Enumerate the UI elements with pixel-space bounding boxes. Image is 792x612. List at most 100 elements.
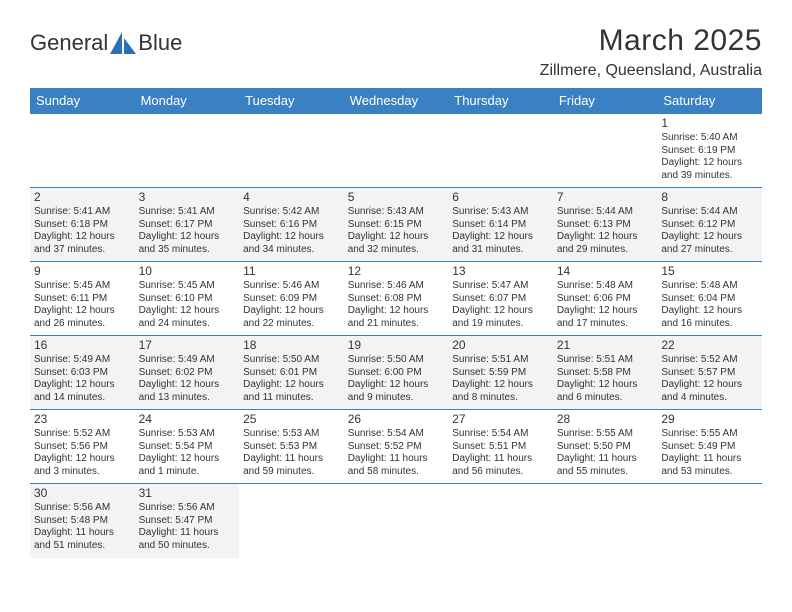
sunset-line: Sunset: 6:10 PM [139, 293, 236, 306]
calendar-day-cell: 30Sunrise: 5:56 AMSunset: 5:48 PMDayligh… [30, 484, 135, 558]
sunset-line: Sunset: 6:15 PM [348, 219, 445, 232]
sunset-line: Sunset: 5:51 PM [452, 441, 549, 454]
daylight-line: Daylight: 12 hours and 35 minutes. [139, 231, 236, 256]
calendar-day-cell: 12Sunrise: 5:46 AMSunset: 6:08 PMDayligh… [344, 262, 449, 336]
calendar-day-cell: 16Sunrise: 5:49 AMSunset: 6:03 PMDayligh… [30, 336, 135, 410]
weekday-header: Saturday [657, 88, 762, 114]
sunset-line: Sunset: 5:59 PM [452, 367, 549, 380]
brand-sail-icon [110, 32, 136, 54]
daylight-line: Daylight: 12 hours and 11 minutes. [243, 379, 340, 404]
sunrise-line: Sunrise: 5:56 AM [34, 502, 131, 515]
sunset-line: Sunset: 6:19 PM [661, 145, 758, 158]
calendar-day-cell: 28Sunrise: 5:55 AMSunset: 5:50 PMDayligh… [553, 410, 658, 484]
day-number: 3 [139, 190, 236, 205]
daylight-line: Daylight: 12 hours and 3 minutes. [34, 453, 131, 478]
daylight-line: Daylight: 12 hours and 16 minutes. [661, 305, 758, 330]
sunset-line: Sunset: 5:53 PM [243, 441, 340, 454]
sunrise-line: Sunrise: 5:49 AM [34, 354, 131, 367]
calendar-day-cell: 6Sunrise: 5:43 AMSunset: 6:14 PMDaylight… [448, 188, 553, 262]
sunset-line: Sunset: 6:04 PM [661, 293, 758, 306]
daylight-line: Daylight: 12 hours and 4 minutes. [661, 379, 758, 404]
calendar-week-row: 23Sunrise: 5:52 AMSunset: 5:56 PMDayligh… [30, 410, 762, 484]
day-number: 1 [661, 116, 758, 131]
daylight-line: Daylight: 11 hours and 56 minutes. [452, 453, 549, 478]
day-number: 11 [243, 264, 340, 279]
calendar-day-cell: 27Sunrise: 5:54 AMSunset: 5:51 PMDayligh… [448, 410, 553, 484]
calendar-empty-cell [344, 114, 449, 188]
daylight-line: Daylight: 12 hours and 39 minutes. [661, 157, 758, 182]
sunrise-line: Sunrise: 5:45 AM [34, 280, 131, 293]
daylight-line: Daylight: 12 hours and 29 minutes. [557, 231, 654, 256]
calendar-day-cell: 26Sunrise: 5:54 AMSunset: 5:52 PMDayligh… [344, 410, 449, 484]
sunrise-line: Sunrise: 5:51 AM [452, 354, 549, 367]
daylight-line: Daylight: 12 hours and 14 minutes. [34, 379, 131, 404]
sunset-line: Sunset: 6:12 PM [661, 219, 758, 232]
sunrise-line: Sunrise: 5:40 AM [661, 132, 758, 145]
brand-logo: General Blue [30, 24, 182, 56]
daylight-line: Daylight: 12 hours and 26 minutes. [34, 305, 131, 330]
day-number: 2 [34, 190, 131, 205]
sunrise-line: Sunrise: 5:47 AM [452, 280, 549, 293]
day-number: 26 [348, 412, 445, 427]
day-number: 4 [243, 190, 340, 205]
daylight-line: Daylight: 12 hours and 19 minutes. [452, 305, 549, 330]
day-number: 13 [452, 264, 549, 279]
sunrise-line: Sunrise: 5:42 AM [243, 206, 340, 219]
calendar-day-cell: 1Sunrise: 5:40 AMSunset: 6:19 PMDaylight… [657, 114, 762, 188]
calendar-empty-cell [657, 484, 762, 558]
sunrise-line: Sunrise: 5:46 AM [243, 280, 340, 293]
sunset-line: Sunset: 5:49 PM [661, 441, 758, 454]
day-number: 17 [139, 338, 236, 353]
calendar-empty-cell [553, 484, 658, 558]
calendar-empty-cell [239, 484, 344, 558]
calendar-empty-cell [239, 114, 344, 188]
sunrise-line: Sunrise: 5:48 AM [557, 280, 654, 293]
calendar-empty-cell [135, 114, 240, 188]
title-block: March 2025 Zillmere, Queensland, Austral… [540, 24, 762, 80]
sunset-line: Sunset: 6:09 PM [243, 293, 340, 306]
calendar-week-row: 9Sunrise: 5:45 AMSunset: 6:11 PMDaylight… [30, 262, 762, 336]
day-number: 16 [34, 338, 131, 353]
sunrise-line: Sunrise: 5:54 AM [452, 428, 549, 441]
daylight-line: Daylight: 12 hours and 9 minutes. [348, 379, 445, 404]
sunrise-line: Sunrise: 5:48 AM [661, 280, 758, 293]
day-number: 25 [243, 412, 340, 427]
day-number: 21 [557, 338, 654, 353]
sunrise-line: Sunrise: 5:50 AM [243, 354, 340, 367]
calendar-day-cell: 5Sunrise: 5:43 AMSunset: 6:15 PMDaylight… [344, 188, 449, 262]
sunrise-line: Sunrise: 5:49 AM [139, 354, 236, 367]
daylight-line: Daylight: 12 hours and 13 minutes. [139, 379, 236, 404]
weekday-header: Friday [553, 88, 658, 114]
sunset-line: Sunset: 6:08 PM [348, 293, 445, 306]
daylight-line: Daylight: 11 hours and 53 minutes. [661, 453, 758, 478]
day-number: 29 [661, 412, 758, 427]
day-number: 8 [661, 190, 758, 205]
daylight-line: Daylight: 11 hours and 59 minutes. [243, 453, 340, 478]
calendar-empty-cell [448, 114, 553, 188]
calendar-day-cell: 11Sunrise: 5:46 AMSunset: 6:09 PMDayligh… [239, 262, 344, 336]
day-number: 30 [34, 486, 131, 501]
calendar-day-cell: 23Sunrise: 5:52 AMSunset: 5:56 PMDayligh… [30, 410, 135, 484]
sunset-line: Sunset: 5:57 PM [661, 367, 758, 380]
sunrise-line: Sunrise: 5:53 AM [243, 428, 340, 441]
calendar-week-row: 1Sunrise: 5:40 AMSunset: 6:19 PMDaylight… [30, 114, 762, 188]
weekday-header: Thursday [448, 88, 553, 114]
sunrise-line: Sunrise: 5:43 AM [348, 206, 445, 219]
sunrise-line: Sunrise: 5:55 AM [557, 428, 654, 441]
daylight-line: Daylight: 12 hours and 8 minutes. [452, 379, 549, 404]
sunset-line: Sunset: 5:47 PM [139, 515, 236, 528]
calendar-empty-cell [553, 114, 658, 188]
sunrise-line: Sunrise: 5:43 AM [452, 206, 549, 219]
day-number: 28 [557, 412, 654, 427]
calendar-day-cell: 8Sunrise: 5:44 AMSunset: 6:12 PMDaylight… [657, 188, 762, 262]
sunset-line: Sunset: 6:11 PM [34, 293, 131, 306]
day-number: 23 [34, 412, 131, 427]
daylight-line: Daylight: 12 hours and 24 minutes. [139, 305, 236, 330]
sunset-line: Sunset: 6:14 PM [452, 219, 549, 232]
day-number: 15 [661, 264, 758, 279]
sunrise-line: Sunrise: 5:41 AM [139, 206, 236, 219]
sunset-line: Sunset: 5:54 PM [139, 441, 236, 454]
weekday-header: Monday [135, 88, 240, 114]
calendar-day-cell: 7Sunrise: 5:44 AMSunset: 6:13 PMDaylight… [553, 188, 658, 262]
month-title: March 2025 [540, 24, 762, 58]
